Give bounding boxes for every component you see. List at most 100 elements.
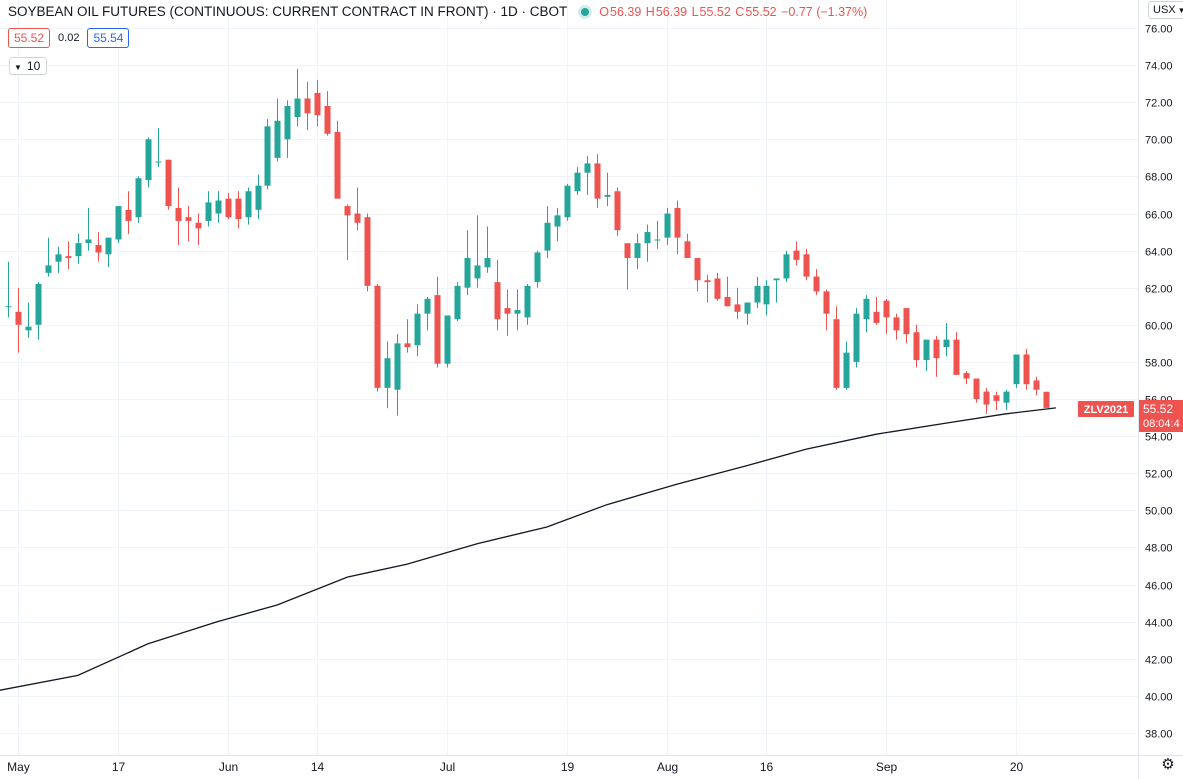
candle-body bbox=[25, 326, 32, 331]
buy-price-button[interactable]: 55.54 bbox=[87, 28, 130, 48]
candle bbox=[684, 233, 691, 259]
price-axis[interactable]: 38.00 40.00 42.00 44.00 46.00 48.00 50.00 52.00… bbox=[1138, 0, 1173, 779]
indicator-length: 10 bbox=[26, 59, 41, 73]
candle bbox=[614, 187, 621, 236]
candle bbox=[923, 339, 930, 372]
chevron-down-icon: ▼ bbox=[14, 63, 22, 72]
symbol-title[interactable]: SOYBEAN OIL FUTURES (CONTINUOUS: CURRENT… bbox=[8, 4, 568, 19]
candle-body bbox=[514, 309, 521, 314]
time-tick-label: Aug bbox=[657, 760, 678, 774]
candle bbox=[304, 81, 311, 131]
candle bbox=[783, 250, 790, 283]
price-tick-label: 54.00 bbox=[1145, 432, 1173, 444]
candle-body bbox=[494, 282, 501, 320]
candle bbox=[654, 220, 661, 249]
candle bbox=[464, 230, 471, 296]
candle bbox=[734, 287, 741, 320]
candle bbox=[963, 371, 970, 385]
candle bbox=[584, 155, 591, 195]
candle bbox=[264, 118, 271, 190]
candle bbox=[544, 206, 551, 259]
currency-button[interactable]: USX ▼ bbox=[1148, 1, 1183, 19]
open-label: O bbox=[599, 4, 610, 19]
candle-body bbox=[534, 252, 541, 283]
candle bbox=[763, 280, 770, 316]
candle bbox=[604, 172, 611, 207]
candle bbox=[554, 207, 561, 242]
candle bbox=[534, 250, 541, 288]
candle-body bbox=[364, 217, 371, 286]
candle bbox=[813, 269, 820, 296]
candle-body bbox=[973, 378, 980, 399]
candle-body bbox=[384, 358, 391, 388]
price-tick-label: 40.00 bbox=[1145, 692, 1173, 704]
candle-body bbox=[704, 280, 711, 283]
price-tick-label: 44.00 bbox=[1145, 618, 1173, 630]
candle bbox=[165, 159, 172, 210]
candle bbox=[354, 187, 361, 231]
bid-ask: 55.52 0.02 55.54 bbox=[8, 28, 130, 48]
price-tick-label: 42.00 bbox=[1145, 655, 1173, 667]
price-tick-label: 62.00 bbox=[1145, 284, 1173, 296]
candle-body bbox=[614, 191, 621, 231]
candle bbox=[803, 248, 810, 281]
candle-body bbox=[863, 298, 870, 320]
candle-body bbox=[793, 250, 800, 260]
candle bbox=[294, 68, 301, 127]
candle bbox=[893, 313, 900, 340]
time-tick-label: Jun bbox=[219, 760, 238, 774]
candle-body bbox=[294, 98, 301, 118]
candle bbox=[953, 332, 960, 375]
gear-icon[interactable]: ⚙ bbox=[1161, 756, 1175, 773]
price-tick-label: 72.00 bbox=[1145, 98, 1173, 110]
candle-body bbox=[354, 213, 361, 223]
candle bbox=[394, 334, 401, 416]
candle bbox=[524, 283, 531, 325]
candle-body bbox=[1023, 354, 1030, 385]
candle-body bbox=[334, 131, 341, 199]
currency-label: USX bbox=[1153, 4, 1176, 16]
candle bbox=[334, 120, 341, 199]
candle-body bbox=[215, 200, 222, 214]
candle bbox=[135, 176, 142, 223]
candle bbox=[943, 322, 950, 357]
candle-body bbox=[15, 311, 22, 325]
candle bbox=[15, 287, 22, 353]
time-tick-label: 14 bbox=[311, 760, 325, 774]
candle-body bbox=[324, 105, 331, 134]
candle-body bbox=[264, 126, 271, 186]
indicator-toggle[interactable]: ▼ 10 bbox=[9, 57, 48, 75]
candle bbox=[674, 200, 681, 255]
price-tick-label: 52.00 bbox=[1145, 469, 1173, 481]
candle-body bbox=[185, 217, 192, 221]
candle-body bbox=[903, 308, 910, 335]
candle bbox=[235, 191, 242, 229]
candle-body bbox=[564, 185, 571, 218]
candle bbox=[85, 207, 92, 251]
time-axis[interactable]: May 17 Jun 14 Jul 19 Aug 16 Sep 20 bbox=[0, 755, 1183, 775]
candle bbox=[185, 206, 192, 242]
candle bbox=[25, 302, 32, 338]
candle-body bbox=[913, 332, 920, 361]
close-value: 55.52 bbox=[745, 4, 777, 19]
candle-body bbox=[175, 207, 182, 221]
candle bbox=[284, 100, 291, 158]
candle-body bbox=[484, 258, 491, 268]
candle bbox=[594, 154, 601, 208]
candle bbox=[324, 91, 331, 136]
symbol-label-bg bbox=[1078, 401, 1134, 417]
candle bbox=[883, 298, 890, 335]
candle-body bbox=[394, 343, 401, 390]
candle-body bbox=[734, 304, 741, 312]
time-tick-label: 19 bbox=[561, 760, 575, 774]
candle bbox=[474, 215, 481, 288]
candle bbox=[913, 324, 920, 368]
sell-price-button[interactable]: 55.52 bbox=[8, 28, 51, 48]
price-tick-label: 76.00 bbox=[1145, 24, 1173, 36]
candle-body bbox=[993, 395, 1000, 401]
candle bbox=[853, 308, 860, 368]
candle bbox=[634, 233, 641, 270]
candle bbox=[35, 282, 42, 340]
candle bbox=[145, 137, 152, 188]
